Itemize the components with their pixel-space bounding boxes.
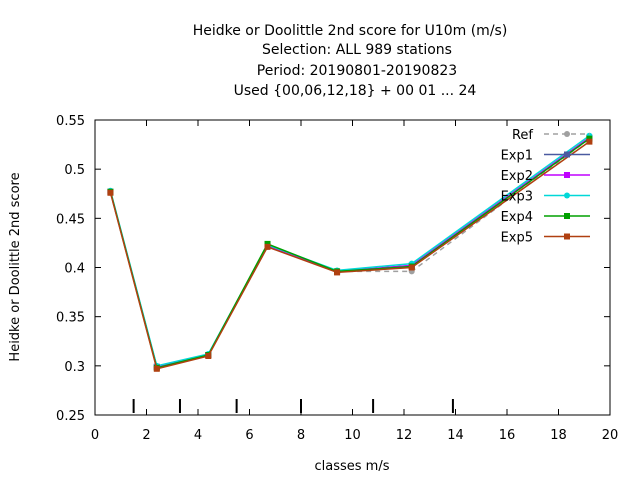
x-tick-label: 12 (396, 428, 413, 443)
data-point (334, 269, 341, 276)
y-tick-label: 0.5 (64, 163, 85, 178)
legend-label: Exp5 (501, 231, 533, 246)
x-tick-label: 2 (142, 428, 150, 443)
data-point (564, 172, 570, 178)
x-tick-label: 8 (297, 428, 305, 443)
legend-entry-exp3: Exp3 (501, 190, 590, 205)
plot-area-frame (94, 119, 611, 416)
data-point (586, 138, 593, 145)
legend-label: Ref (512, 128, 533, 143)
x-tick-label: 0 (91, 428, 99, 443)
data-point (205, 353, 212, 359)
legend-entry-exp1: Exp1 (501, 149, 590, 164)
title-line-4: Used {00,06,12,18} + 00 01 ... 24 (234, 83, 477, 99)
title-line-1: Heidke or Doolittle 2nd score for U10m (… (193, 23, 508, 39)
data-point (107, 189, 114, 196)
y-axis-label: Heidke or Doolittle 2nd score (8, 172, 23, 361)
y-tick-label: 0.35 (56, 311, 85, 326)
x-tick-label: 20 (602, 428, 619, 443)
title-line-3: Period: 20190801-20190823 (257, 63, 457, 79)
class-boundary-marks (132, 399, 454, 413)
x-tick-label: 18 (550, 428, 567, 443)
legend-label: Exp4 (501, 210, 533, 225)
data-point (264, 243, 271, 250)
title-line-2: Selection: ALL 989 stations (262, 42, 452, 58)
legend-label: Exp1 (501, 149, 533, 164)
data-point (153, 365, 160, 372)
x-tick-label: 16 (499, 428, 516, 443)
y-tick-label: 0.55 (56, 114, 85, 129)
legend-entry-exp2: Exp2 (501, 169, 590, 184)
data-point (564, 192, 570, 199)
data-point (564, 233, 570, 240)
y-tick-label: 0.45 (56, 212, 85, 227)
data-point (564, 131, 570, 137)
data-point (564, 213, 570, 219)
axis-ticks: 0 2 4 6 8 10 12 14 16 18 20 0.25 0.3 0.35 0.4 0.45 0.5 0.… (56, 114, 618, 443)
data-point (408, 264, 415, 271)
y-tick-label: 0.3 (64, 360, 85, 375)
x-tick-label: 6 (245, 428, 253, 443)
y-tick-label: 0.25 (56, 409, 85, 424)
series-lines (107, 132, 593, 372)
y-tick-label: 0.4 (64, 262, 85, 277)
legend-label: Exp3 (501, 190, 533, 205)
series-exp5 (107, 138, 593, 372)
legend-entry-ref: Ref (512, 128, 590, 143)
x-tick-label: 4 (194, 428, 202, 443)
legend-entry-exp5: Exp5 (501, 231, 590, 246)
x-axis-label: classes m/s (315, 459, 390, 474)
legend-entry-exp4: Exp4 (501, 210, 590, 225)
x-tick-label: 10 (344, 428, 361, 443)
x-tick-label: 14 (447, 428, 464, 443)
data-point (564, 151, 570, 158)
legend-label: Exp2 (501, 169, 533, 184)
chart-title: Heidke or Doolittle 2nd score for U10m (… (193, 23, 508, 99)
legend: Ref Exp1 Exp2 Exp3 Exp4 Exp5 (501, 128, 590, 246)
